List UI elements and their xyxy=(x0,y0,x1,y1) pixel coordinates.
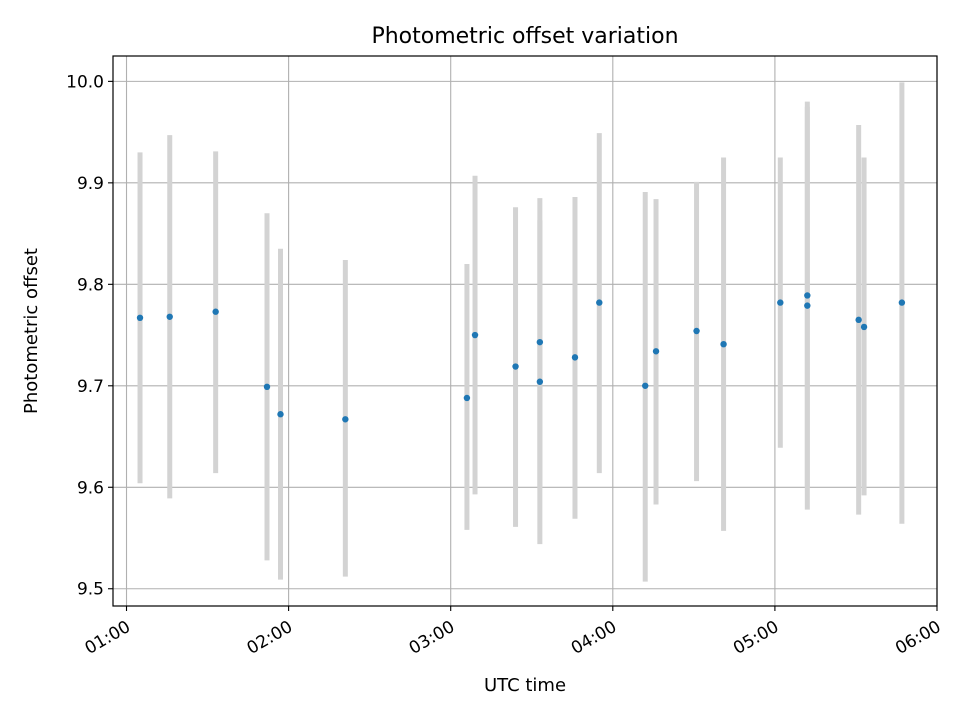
data-point xyxy=(642,382,649,389)
y-tick-label: 9.5 xyxy=(77,580,104,600)
data-point xyxy=(855,316,862,324)
data-point xyxy=(777,299,784,306)
y-tick-label: 9.9 xyxy=(77,174,104,194)
chart-title: Photometric offset variation xyxy=(371,24,678,49)
y-tick-label: 9.8 xyxy=(77,275,104,295)
data-point xyxy=(804,292,811,299)
data-point xyxy=(166,313,173,320)
y-tick-label: 10.0 xyxy=(66,72,104,92)
data-point xyxy=(136,314,144,322)
data-point xyxy=(571,354,579,361)
y-tick-label: 9.6 xyxy=(77,478,104,498)
data-point xyxy=(652,348,660,355)
data-point xyxy=(860,323,868,331)
data-point xyxy=(263,383,271,391)
data-point xyxy=(720,340,727,348)
y-axis-label: Photometric offset xyxy=(21,248,42,414)
data-point xyxy=(471,331,479,339)
data-point xyxy=(693,327,700,335)
data-point xyxy=(342,416,349,423)
data-point xyxy=(536,338,544,346)
plot-frame xyxy=(112,55,938,607)
data-points xyxy=(136,292,906,423)
y-axis-ticks: 9.5 9.6 9.7 9.8 9.9 10.0 xyxy=(66,72,113,600)
y-tick-label: 9.7 xyxy=(77,377,104,397)
x-axis-label: UTC time xyxy=(484,675,566,696)
data-point xyxy=(536,378,544,385)
data-point xyxy=(463,394,471,402)
data-point xyxy=(212,308,219,315)
data-point xyxy=(596,299,603,306)
data-point xyxy=(277,411,284,418)
data-point xyxy=(512,363,519,370)
data-point xyxy=(804,302,811,309)
data-point xyxy=(898,299,906,306)
